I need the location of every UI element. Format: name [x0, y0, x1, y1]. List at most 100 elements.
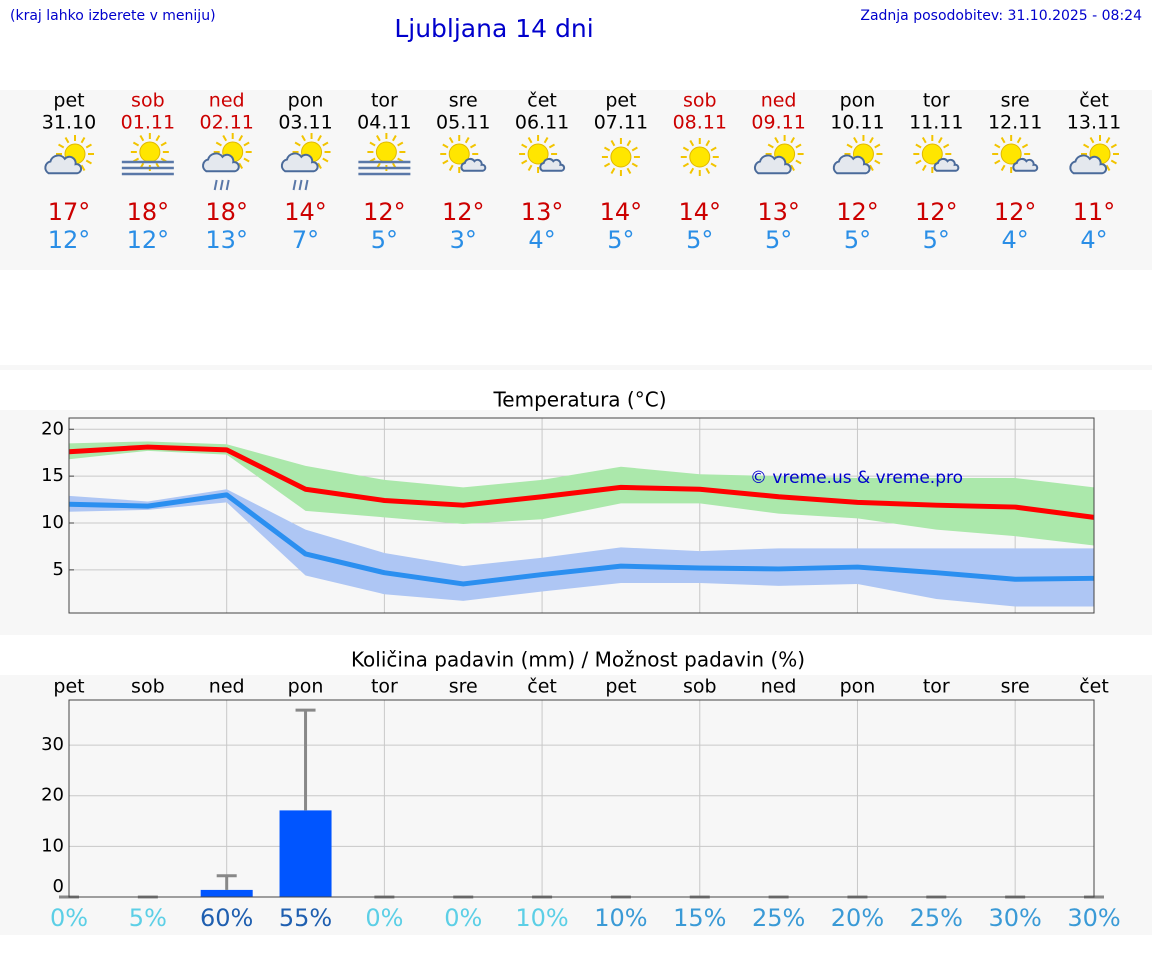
rain [298, 179, 303, 191]
cloud [1069, 154, 1108, 175]
day-name: sre [1001, 90, 1030, 112]
high-temp: 12° [836, 198, 879, 226]
probability-label: 0% [50, 904, 88, 932]
weather-icon [202, 133, 252, 191]
sun-ray [397, 141, 404, 147]
x-tick-label: pon [288, 676, 324, 698]
x-tick-label: pet [53, 676, 84, 698]
rain [304, 179, 309, 191]
date: 13.11 [1067, 112, 1121, 134]
x-tick-label: pet [605, 676, 636, 698]
sun-ray [774, 137, 779, 144]
sun-ray [469, 143, 477, 149]
sun [610, 146, 632, 168]
sun-ray [853, 137, 858, 144]
weather-icon [754, 135, 804, 175]
high-temp: 12° [363, 198, 406, 226]
weather-icon [44, 135, 94, 175]
plot-frame [68, 417, 1095, 614]
sun-ray [317, 162, 322, 169]
x-tick-label: ned [761, 676, 797, 698]
day-name: čet [527, 90, 557, 112]
probability-label: 5% [129, 904, 167, 932]
sun [448, 143, 470, 165]
separator [0, 365, 1152, 370]
high-temp: 12° [442, 198, 485, 226]
cloud [202, 152, 240, 173]
sun-ray [448, 164, 454, 171]
sun-ray [243, 141, 250, 147]
low-temp: 13° [205, 226, 248, 254]
y-tick-label: 30 [41, 734, 64, 755]
sun-ray [705, 167, 711, 174]
sun [375, 141, 397, 163]
sun-ray [1016, 137, 1022, 144]
annotation: © vreme.us & vreme.pro [750, 468, 963, 488]
probability-label: 30% [1067, 904, 1120, 932]
sun-ray [527, 164, 533, 171]
sun-ray [521, 143, 528, 149]
high-temp: 18° [205, 198, 248, 226]
temp-line [68, 444, 1095, 520]
day-name: pet [605, 90, 636, 112]
sun-ray [689, 140, 695, 147]
bar [279, 810, 332, 897]
sun-ray [1110, 143, 1117, 149]
sun-ray [1083, 143, 1090, 149]
sun-ray [921, 164, 927, 171]
y-tick-label: 20 [41, 418, 64, 439]
probability-label: 0% [365, 904, 403, 932]
date: 02.11 [199, 112, 253, 134]
x-tick-label: čet [1079, 676, 1109, 698]
sun-ray [790, 137, 795, 144]
sun-ray [139, 135, 145, 142]
page-title: Ljubljana 14 dni [394, 14, 593, 43]
probability-label: 25% [752, 904, 805, 932]
sun-ray [369, 141, 376, 147]
sun-ray [548, 143, 556, 149]
rain [292, 179, 297, 191]
weather-icon [280, 133, 331, 191]
sun-ray [705, 140, 711, 147]
high-temp: 12° [915, 198, 958, 226]
low-temp: 7° [292, 226, 319, 254]
sun [689, 146, 711, 168]
sun-ray [994, 159, 1001, 165]
date: 12.11 [988, 112, 1042, 134]
sun-ray [294, 141, 301, 147]
sun-ray [527, 137, 533, 144]
sun-ray [243, 157, 250, 163]
sun-ray [322, 157, 329, 163]
date: 07.11 [594, 112, 648, 134]
sun [921, 143, 943, 165]
sun-ray [442, 143, 449, 149]
date: 05.11 [436, 112, 490, 134]
low-temp: 5° [923, 226, 950, 254]
date: 11.11 [909, 112, 963, 134]
sun-ray [160, 141, 167, 147]
probability-label: 30% [988, 904, 1041, 932]
date: 10.11 [830, 112, 884, 134]
sun-ray [610, 167, 616, 174]
y-tick-label: 10 [41, 512, 64, 533]
high-temp: 13° [521, 198, 564, 226]
sun-ray [626, 167, 632, 174]
high-temp: 14° [284, 198, 327, 226]
sun [139, 141, 161, 163]
cloud [539, 157, 566, 172]
sun-ray [874, 159, 881, 165]
probability-label: 10% [515, 904, 568, 932]
sun-ray [322, 141, 329, 147]
low-temp: 12° [48, 226, 91, 254]
weather-icon [992, 135, 1039, 173]
weather-icon [358, 133, 411, 176]
range-band [69, 489, 1094, 607]
cloud [832, 154, 871, 175]
rain [213, 179, 218, 191]
cloud [44, 154, 83, 175]
low-temp: 3° [450, 226, 477, 254]
x-tick-label: pon [840, 676, 876, 698]
sun-ray [874, 143, 881, 149]
